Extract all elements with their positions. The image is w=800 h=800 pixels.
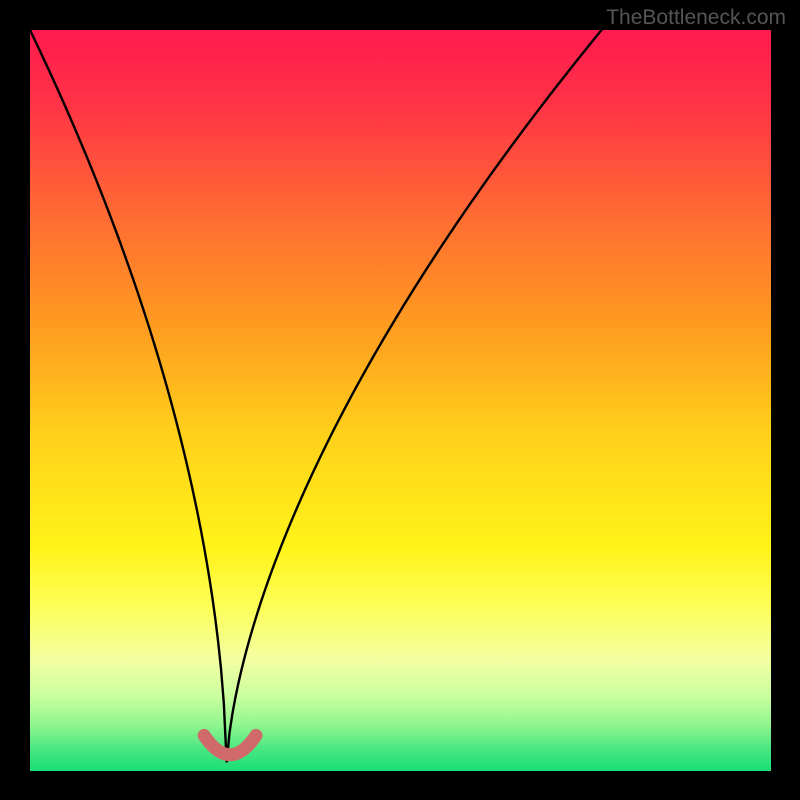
stage: TheBottleneck.com [0, 0, 800, 800]
gradient-background [30, 30, 771, 771]
plot-area [30, 30, 771, 771]
watermark-text: TheBottleneck.com [606, 6, 786, 30]
bottleneck-chart [30, 30, 771, 771]
